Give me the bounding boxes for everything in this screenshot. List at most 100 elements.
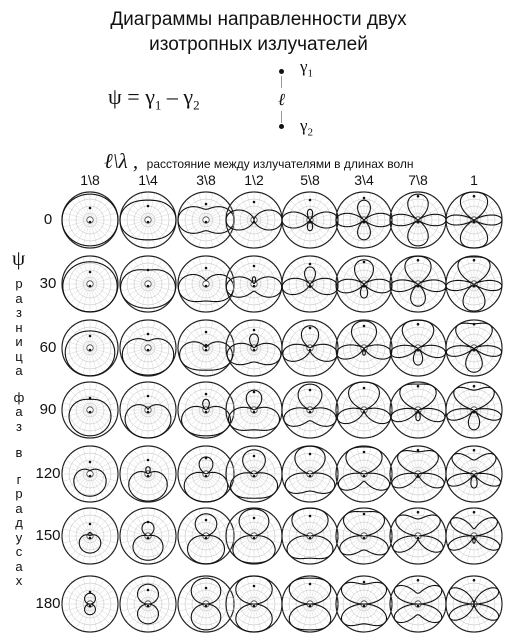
- grid-spoke: [302, 351, 310, 376]
- grid-spoke: [207, 323, 221, 346]
- grid-spoke: [446, 220, 471, 228]
- emitter-dot: [472, 448, 476, 452]
- grid-spoke: [133, 606, 147, 629]
- grid-spoke: [459, 579, 473, 602]
- grid-spoke: [466, 320, 474, 345]
- grid-spoke: [229, 589, 252, 603]
- grid-spoke: [150, 412, 168, 430]
- grid-spoke: [191, 350, 205, 373]
- grid-spoke: [310, 446, 318, 471]
- grid-spoke: [82, 446, 90, 471]
- grid-spoke: [466, 223, 474, 248]
- grid-spoke: [149, 412, 163, 435]
- grid-spoke: [257, 536, 282, 544]
- spacing-label: ℓ: [278, 90, 286, 109]
- grid-spoke: [150, 475, 173, 489]
- emitter-dot: [472, 604, 476, 608]
- grid-spoke: [186, 350, 204, 368]
- grid-spoke: [123, 205, 146, 219]
- grid-spoke: [181, 333, 204, 347]
- grid-spoke: [208, 475, 231, 489]
- polar-diagram: [281, 255, 339, 313]
- grid-spoke: [446, 604, 471, 612]
- grid-spoke: [186, 264, 204, 282]
- grid-spoke: [140, 382, 148, 407]
- emitter-dot: [252, 604, 256, 608]
- grid-spoke: [367, 410, 392, 418]
- row-label: 150: [35, 527, 61, 544]
- grid-spoke: [181, 459, 204, 473]
- grid-spoke: [207, 195, 221, 218]
- grid-spoke: [234, 222, 252, 240]
- grid-spoke: [257, 528, 282, 536]
- grid-spoke: [398, 584, 416, 602]
- grid-spoke: [285, 521, 308, 535]
- polar-diagram: [281, 191, 339, 249]
- grid-spoke: [477, 212, 502, 220]
- emitter-dot: [252, 454, 256, 458]
- grid-spoke: [418, 382, 426, 407]
- grid-spoke: [475, 323, 489, 346]
- grid-spoke: [198, 382, 206, 407]
- grid-spoke: [336, 348, 361, 356]
- emitter-dot: [146, 410, 150, 414]
- grid-spoke: [62, 284, 87, 292]
- grid-spoke: [312, 606, 330, 624]
- grid-spoke: [349, 606, 363, 629]
- grid-spoke: [364, 287, 372, 312]
- grid-spoke: [421, 596, 446, 604]
- grid-spoke: [256, 584, 274, 602]
- emitter-dot: [204, 586, 208, 590]
- grid-spoke: [239, 606, 253, 629]
- grid-spoke: [449, 411, 472, 425]
- grid-spoke: [226, 596, 251, 604]
- grid-spoke: [93, 536, 118, 544]
- grid-spoke: [91, 222, 105, 245]
- emitter-dot: [88, 206, 92, 210]
- grid-spoke: [474, 508, 482, 533]
- grid-spoke: [420, 349, 443, 363]
- grid-spoke: [207, 286, 221, 309]
- grid-spoke: [150, 328, 168, 346]
- grid-spoke: [206, 287, 214, 312]
- grid-spoke: [133, 385, 147, 408]
- grid-spoke: [356, 351, 364, 376]
- grid-spoke: [257, 604, 282, 612]
- grid-spoke: [454, 606, 472, 624]
- grid-spoke: [418, 508, 426, 533]
- formula-gamma-2-sub: 2: [193, 97, 200, 113]
- grid-spoke: [208, 200, 226, 218]
- grid-spoke: [356, 477, 364, 502]
- pattern-curve: [124, 404, 172, 439]
- pattern-curve: [186, 513, 226, 565]
- grid-spoke: [256, 605, 279, 619]
- grid-spoke: [477, 348, 502, 356]
- grid-spoke: [393, 605, 416, 619]
- grid-spoke: [91, 286, 105, 309]
- grid-spoke: [290, 516, 308, 534]
- grid-spoke: [229, 349, 252, 363]
- emitter-2-gamma: γ: [300, 116, 308, 135]
- grid-spoke: [410, 576, 418, 601]
- grid-spoke: [92, 205, 115, 219]
- grid-spoke: [151, 340, 176, 348]
- grid-spoke: [82, 192, 90, 217]
- pattern-curve: [190, 577, 222, 631]
- grid-spoke: [93, 340, 118, 348]
- grid-spoke: [256, 269, 279, 283]
- x-axis-title: ℓ\λ , расстояние между излучателями в дл…: [104, 149, 414, 174]
- grid-spoke: [186, 584, 204, 602]
- grid-spoke: [198, 607, 206, 632]
- grid-spoke: [466, 192, 474, 217]
- grid-spoke: [365, 449, 379, 472]
- grid-spoke: [256, 200, 274, 218]
- grid-spoke: [150, 538, 168, 556]
- grid-spoke: [234, 584, 252, 602]
- grid-spoke: [421, 284, 446, 292]
- grid-spoke: [256, 606, 274, 624]
- grid-spoke: [454, 454, 472, 472]
- grid-spoke: [364, 192, 372, 217]
- grid-spoke: [349, 511, 363, 534]
- grid-spoke: [128, 454, 146, 472]
- pattern-curve: [229, 449, 279, 499]
